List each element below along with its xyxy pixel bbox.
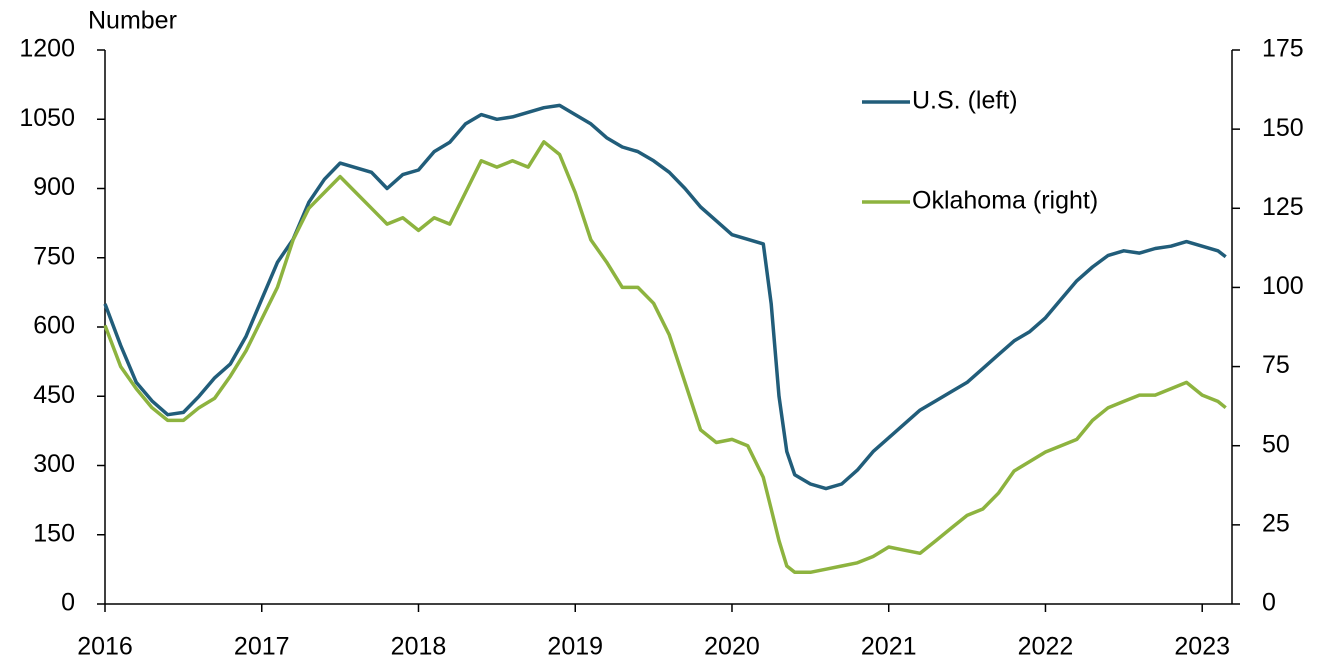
y-tick-label: 300 xyxy=(33,450,75,478)
y2-tick-label: 150 xyxy=(1262,114,1304,142)
legend-label: U.S. (left) xyxy=(912,87,1018,115)
x-tick-label: 2022 xyxy=(1018,633,1074,661)
x-tick-label: 2017 xyxy=(234,633,290,661)
y-tick-label: 1050 xyxy=(19,104,75,132)
x-tick-label: 2019 xyxy=(547,633,603,661)
y2-tick-label: 25 xyxy=(1262,509,1290,537)
y-axis-label: Number xyxy=(88,7,177,35)
y-tick-label: 900 xyxy=(33,173,75,201)
y2-tick-label: 75 xyxy=(1262,351,1290,379)
y-tick-label: 450 xyxy=(33,381,75,409)
y-tick-label: 1200 xyxy=(19,35,75,63)
y-tick-label: 600 xyxy=(33,312,75,340)
y2-tick-label: 50 xyxy=(1262,430,1290,458)
x-tick-label: 2021 xyxy=(861,633,917,661)
legend-label: Oklahoma (right) xyxy=(912,187,1098,215)
x-tick-label: 2016 xyxy=(77,633,133,661)
y-tick-label: 750 xyxy=(33,242,75,270)
x-tick-label: 2020 xyxy=(704,633,760,661)
x-tick-label: 2018 xyxy=(391,633,447,661)
y2-tick-label: 175 xyxy=(1262,35,1304,63)
y-tick-label: 150 xyxy=(33,519,75,547)
series-line xyxy=(103,140,1227,575)
x-tick-label: 2023 xyxy=(1174,633,1230,661)
y2-tick-label: 0 xyxy=(1262,589,1276,617)
y2-tick-label: 100 xyxy=(1262,272,1304,300)
y-tick-label: 0 xyxy=(61,589,75,617)
y2-tick-label: 125 xyxy=(1262,193,1304,221)
